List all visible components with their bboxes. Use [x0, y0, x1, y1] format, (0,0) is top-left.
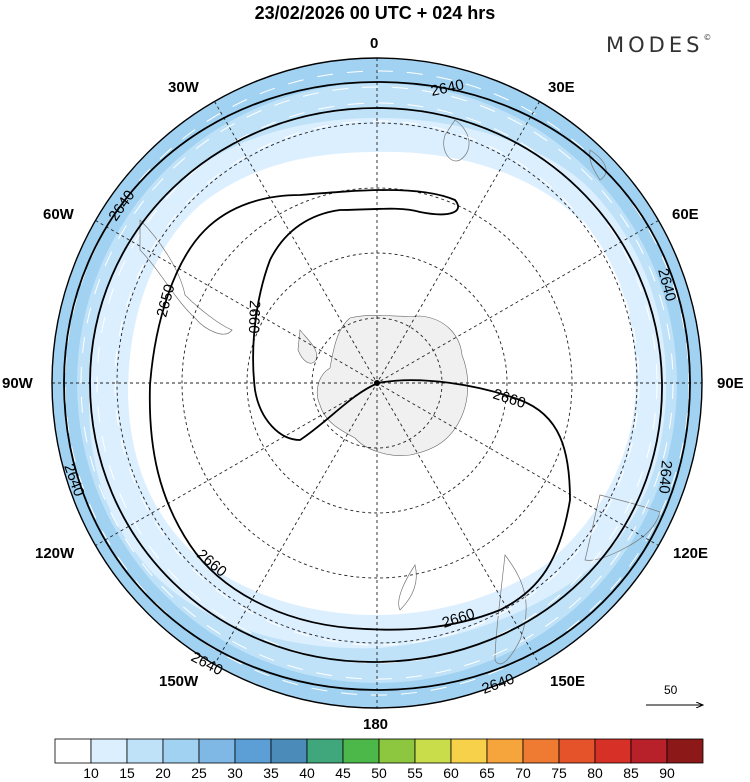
colorbar-label: 65 [479, 765, 495, 781]
colorbar-label: 20 [155, 765, 171, 781]
colorbar-label: 85 [623, 765, 639, 781]
colorbar-swatch [342, 738, 380, 764]
colorbar-swatch [594, 738, 632, 764]
colorbar-label: 25 [191, 765, 207, 781]
colorbar-label: 30 [227, 765, 243, 781]
lon-label-90w: 90W [2, 375, 33, 392]
wind-reference-label: 50 [664, 683, 678, 697]
colorbar-swatch [558, 738, 596, 764]
colorbar-label: 35 [263, 765, 279, 781]
lon-label-30e: 30E [548, 79, 575, 96]
colorbar-label: 15 [119, 765, 135, 781]
colorbar-label: 45 [335, 765, 351, 781]
colorbar-swatch [378, 738, 416, 764]
colorbar-swatch [90, 738, 128, 764]
colorbar-label: 40 [299, 765, 315, 781]
colorbar-swatch [522, 738, 560, 764]
colorbar-label: 70 [515, 765, 531, 781]
colorbar-swatch [162, 738, 200, 764]
map-boundary [51, 57, 703, 709]
pole-marker [374, 380, 380, 386]
colorbar-swatch [666, 738, 704, 764]
lon-label-60w: 60W [43, 206, 74, 223]
colorbar-swatch [450, 738, 488, 764]
lon-label-180: 180 [363, 716, 389, 733]
contour-label-2640: 2640 [655, 460, 675, 495]
lon-label-30w: 30W [168, 79, 199, 96]
map-title: 23/02/2026 00 UTC + 024 hrs [254, 3, 496, 23]
lon-label-150e: 150E [550, 673, 586, 690]
colorbar-label: 75 [551, 765, 567, 781]
lon-label-120e: 120E [673, 545, 709, 562]
contour-label-2640: 2640 [429, 76, 465, 100]
colorbar-swatch [414, 738, 452, 764]
lon-label-90e: 90E [717, 375, 744, 392]
colorbar-swatch [126, 738, 164, 764]
brand-logo: MODES© [606, 33, 712, 57]
colorbar [54, 738, 704, 764]
lon-label-60e: 60E [672, 206, 699, 223]
colorbar-swatch [270, 738, 308, 764]
lon-label-0: 0 [370, 35, 379, 52]
colorbar-label: 80 [587, 765, 603, 781]
colorbar-swatch [630, 738, 668, 764]
colorbar-label: 50 [371, 765, 387, 781]
colorbar-label: 55 [407, 765, 423, 781]
colorbar-label: 90 [659, 765, 675, 781]
lon-label-120w: 120W [35, 545, 75, 562]
lon-label-150w: 150W [159, 673, 199, 690]
colorbar-swatch [54, 738, 92, 764]
contour-label-2660: 2660 [245, 300, 263, 334]
colorbar-swatch [486, 738, 524, 764]
colorbar-label: 60 [443, 765, 459, 781]
colorbar-swatch [306, 738, 344, 764]
colorbar-swatch [234, 738, 272, 764]
colorbar-swatch [198, 738, 236, 764]
height-contours [63, 81, 691, 691]
colorbar-label: 10 [83, 765, 99, 781]
